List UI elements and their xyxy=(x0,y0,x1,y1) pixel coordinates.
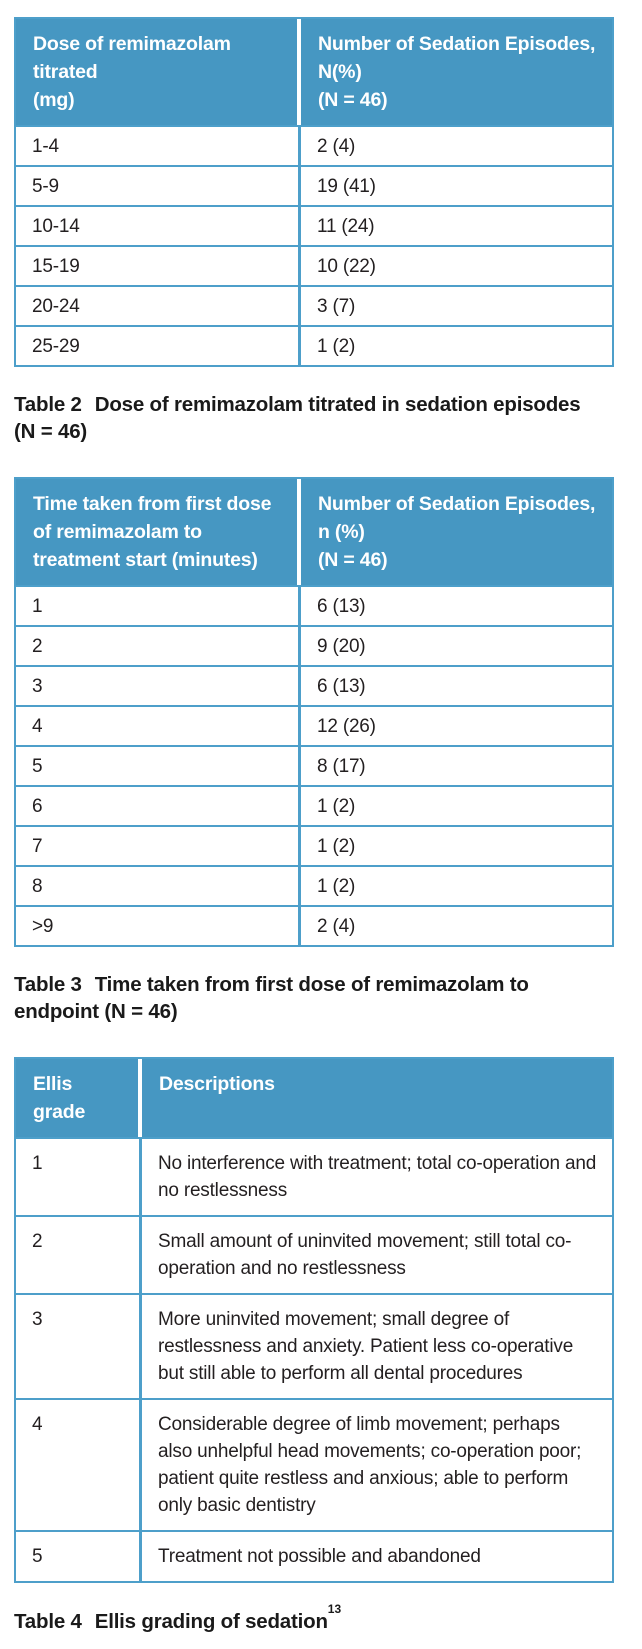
table-cell: No interference with treatment; total co… xyxy=(158,1153,597,1201)
table-row: 5-9 19 (41) xyxy=(16,165,612,205)
ellis-grading-table: Ellis grade Descriptions 1 No interference … xyxy=(14,1057,614,1583)
table-cell: 3 xyxy=(16,1295,142,1398)
table-cell: 5-9 xyxy=(16,167,301,205)
table-cell: Considerable degree of limb movement; pe… xyxy=(158,1414,582,1516)
table-row: 4 Considerable degree of limb movement; p… xyxy=(16,1398,612,1530)
table-4-section: Ellis grade Descriptions 1 No interference … xyxy=(14,1057,614,1635)
table-cell: 12 (26) xyxy=(317,715,376,737)
table-row: 2 9 (20) xyxy=(16,625,612,665)
table-row: 7 1 (2) xyxy=(16,825,612,865)
table-cell: 10 (22) xyxy=(317,255,376,277)
time-to-treatment-table: Time taken from first dose of remimazolam… xyxy=(14,477,614,947)
table-cell: 2 xyxy=(16,1217,142,1293)
table-cell: 19 (41) xyxy=(317,175,376,197)
table-row: 6 1 (2) xyxy=(16,785,612,825)
table-cell: 10-14 xyxy=(16,207,301,245)
table-row: 4 12 (26) xyxy=(16,705,612,745)
table-cell: 4 xyxy=(16,707,301,745)
table-2-caption: Table 2 Dose of remimazolam titrated in s… xyxy=(14,391,614,445)
caption-label: Table 2 xyxy=(14,393,82,416)
table-cell: 1 xyxy=(16,587,301,625)
caption-line2: endpoint (N = 46) xyxy=(14,1000,178,1023)
table-row: >9 2 (4) xyxy=(16,905,612,945)
dose-titrated-table: Dose of remimazolam titrated (mg) Number of… xyxy=(14,17,614,367)
table-row: 5 Treatment not possible and abandoned xyxy=(16,1530,612,1581)
table-cell: 1 (2) xyxy=(317,795,356,817)
table-cell: 2 xyxy=(16,627,301,665)
table-cell: 5 xyxy=(16,747,301,785)
table-row: 3 6 (13) xyxy=(16,665,612,705)
table-cell: 2 (4) xyxy=(317,915,356,937)
table-cell: >9 xyxy=(16,907,301,945)
table-row: 8 1 (2) xyxy=(16,865,612,905)
table-row: 1 6 (13) xyxy=(16,585,612,625)
table-cell: 1 (2) xyxy=(317,835,356,857)
table-cell: 9 (20) xyxy=(317,635,366,657)
table-cell: More uninvited movement; small degree of… xyxy=(158,1309,574,1384)
table-3-caption: Table 3 Time taken from first dose of rem… xyxy=(14,971,614,1025)
table-cell: 2 (4) xyxy=(317,135,356,157)
table-cell: 3 (7) xyxy=(317,295,356,317)
table-cell: 6 (13) xyxy=(317,595,366,617)
table-cell: Small amount of uninvited movement; stil… xyxy=(158,1231,572,1279)
table-row: 10-14 11 (24) xyxy=(16,205,612,245)
table-header-row: Time taken from first dose of remimazolam… xyxy=(16,479,612,585)
table-cell: 3 xyxy=(16,667,301,705)
table-cell: 6 (13) xyxy=(317,675,366,697)
table-row: 15-19 10 (22) xyxy=(16,245,612,285)
table-cell: 8 xyxy=(16,867,301,905)
caption-text: Ellis grading of sedation xyxy=(94,1609,328,1633)
table-row: 20-24 3 (7) xyxy=(16,285,612,325)
table-row: 1 No interference with treatment; total c… xyxy=(16,1137,612,1215)
table-header-cell: Number of Sedation Episodes, n (%) (N = 46… xyxy=(318,493,596,571)
table-cell: 1 (2) xyxy=(317,875,356,897)
caption-label: Table 3 xyxy=(14,973,82,996)
table-row: 5 8 (17) xyxy=(16,745,612,785)
table-cell: 1 xyxy=(16,1139,142,1215)
table-cell: 20-24 xyxy=(16,287,301,325)
table-cell: 1 (2) xyxy=(317,335,356,357)
table-cell: 6 xyxy=(16,787,301,825)
table-cell: 15-19 xyxy=(16,247,301,285)
table-header-cell: Number of Sedation Episodes, N(%) (N = 46) xyxy=(318,33,596,111)
table-row: 3 More uninvited movement; small degree o… xyxy=(16,1293,612,1398)
table-cell: 7 xyxy=(16,827,301,865)
table-2-section: Dose of remimazolam titrated (mg) Number of… xyxy=(14,17,614,445)
table-header-cell: Descriptions xyxy=(159,1073,275,1095)
caption-text: Dose of remimazolam titrated in sedation… xyxy=(94,393,581,416)
table-header-cell: Time taken from first dose of remimazolam… xyxy=(16,479,301,585)
table-cell: Treatment not possible and abandoned xyxy=(158,1546,481,1567)
table-4-caption: Table 4 Ellis grading of sedation13 xyxy=(14,1602,614,1635)
table-cell: 1-4 xyxy=(16,127,301,165)
table-header-cell: Ellis grade xyxy=(16,1059,142,1137)
table-row: 25-29 1 (2) xyxy=(16,325,612,365)
table-header-cell: Dose of remimazolam titrated (mg) xyxy=(16,19,301,125)
table-header-row: Dose of remimazolam titrated (mg) Number of… xyxy=(16,19,612,125)
caption-label: Table 4 xyxy=(14,1609,82,1633)
table-cell: 11 (24) xyxy=(317,215,375,237)
table-row: 2 Small amount of uninvited movement; sti… xyxy=(16,1215,612,1293)
caption-text: Time taken from first dose of remimazola… xyxy=(94,973,529,996)
table-cell: 8 (17) xyxy=(317,755,366,777)
caption-reference-superscript: 13 xyxy=(327,1602,342,1616)
table-row: 1-4 2 (4) xyxy=(16,125,612,165)
table-3-section: Time taken from first dose of remimazolam… xyxy=(14,477,614,1025)
table-cell: 25-29 xyxy=(16,327,301,365)
table-header-row: Ellis grade Descriptions xyxy=(16,1059,612,1137)
table-cell: 5 xyxy=(16,1532,142,1581)
table-cell: 4 xyxy=(16,1400,142,1530)
caption-line2: (N = 46) xyxy=(14,420,88,443)
